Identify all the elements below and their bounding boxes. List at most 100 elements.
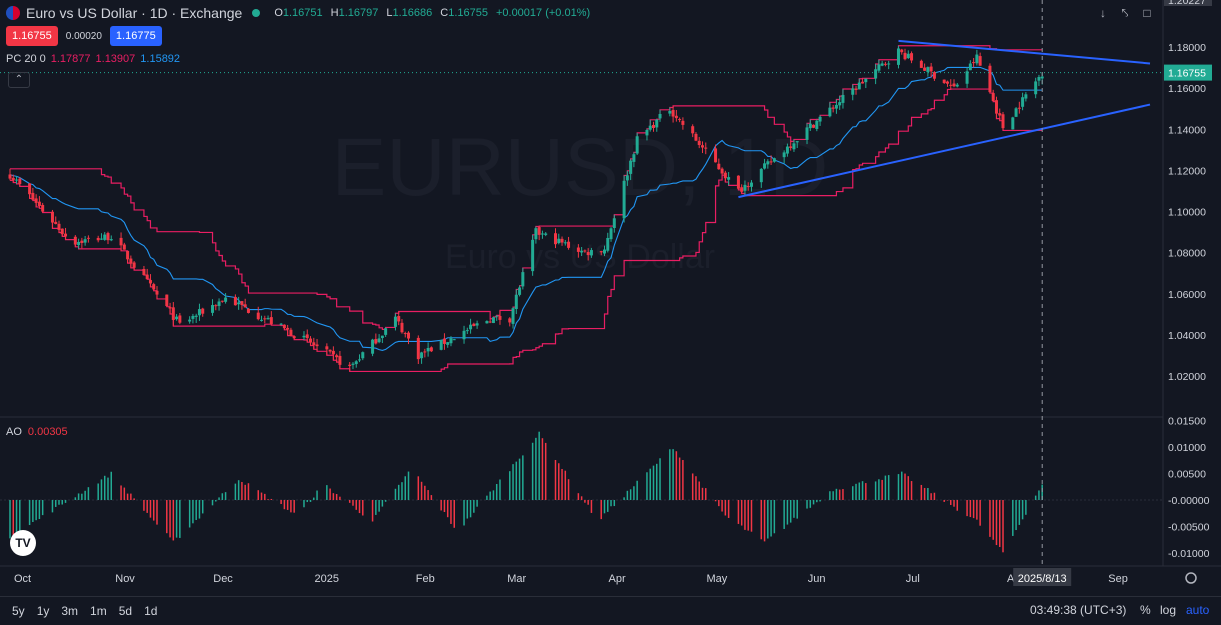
candle-body <box>462 330 466 340</box>
candle-body <box>15 179 19 181</box>
range-1m-button[interactable]: 1m <box>90 604 107 618</box>
ao-tick-label: -0.00500 <box>1168 522 1210 534</box>
range-1d-button[interactable]: 1d <box>144 604 158 618</box>
ohlc-readout: O1.16751 H1.16797 L1.16686 C1.16755 +0.00017… <box>274 7 590 19</box>
range-3m-button[interactable]: 3m <box>61 604 79 618</box>
candle-body <box>691 126 695 134</box>
range-1y-button[interactable]: 1y <box>36 604 50 618</box>
candle-body <box>678 119 682 121</box>
candle-body <box>325 346 329 350</box>
price-channel-basis: 1.15892 <box>140 53 181 65</box>
candle-body <box>152 284 156 290</box>
ohlc-value: +0.00017 (+0.01%) <box>495 7 591 19</box>
symbol-title[interactable]: Euro vs US Dollar · 1D · Exchange <box>26 5 243 21</box>
candle-body <box>126 250 130 260</box>
candle-body <box>469 324 473 330</box>
clock-timezone[interactable]: 03:49:38 (UTC+3) <box>1030 603 1127 617</box>
candle-body <box>602 249 606 254</box>
time-tick-label: Oct <box>14 573 31 585</box>
candle-body <box>632 154 636 162</box>
candle-body <box>423 351 427 353</box>
candle-body <box>896 48 900 65</box>
candle-body <box>919 60 923 68</box>
range-5d-button[interactable]: 5d <box>118 604 133 618</box>
candle-body <box>132 262 136 268</box>
trendline-resistance <box>898 39 1151 65</box>
range-5y-button[interactable]: 5y <box>12 604 25 618</box>
candle-body <box>972 62 976 64</box>
candle-body <box>446 342 450 345</box>
candle-body <box>540 233 544 235</box>
candle-body <box>789 146 793 148</box>
ohlc-item: O1.16751 <box>274 7 322 19</box>
candle-body <box>384 328 388 335</box>
chart-canvas[interactable]: EURUSD, 1D Euro vs US Dollar 1.18000 1.1600… <box>0 0 1221 596</box>
candle-body <box>168 307 172 309</box>
candle-body <box>220 300 224 302</box>
candle-body <box>625 175 629 181</box>
ohlc-value: 1.16755 <box>448 7 488 19</box>
time-tick-label: Nov <box>115 573 135 585</box>
time-tick-label: Dec <box>213 573 233 585</box>
candle-body <box>338 355 342 365</box>
candle-body <box>416 337 420 360</box>
candle-body <box>165 294 169 306</box>
tradingview-logo-icon[interactable]: TV <box>10 530 36 556</box>
candle-body <box>900 49 904 53</box>
candle-body <box>841 94 845 103</box>
candle-body <box>648 125 652 130</box>
ohlc-key: L <box>386 7 393 19</box>
gear-icon[interactable] <box>1185 572 1197 584</box>
buy-button[interactable]: 1.16775 <box>109 26 162 46</box>
price-channel-legend[interactable]: PC 20 0 1.17877 1.13907 1.15892 <box>6 53 180 65</box>
candle-body <box>34 198 38 203</box>
candle-body <box>838 102 842 106</box>
candle-body <box>495 315 499 317</box>
candle-body <box>77 241 81 246</box>
candle-body <box>188 319 192 322</box>
candle-body <box>442 338 446 344</box>
candle-body <box>64 233 68 237</box>
time-tick-label: Apr <box>608 573 625 585</box>
candle-body <box>975 54 979 64</box>
move-pane-down-icon[interactable]: ↓ <box>1100 6 1106 20</box>
candle-body <box>554 233 558 245</box>
percent-scale-toggle[interactable]: % <box>1140 603 1151 617</box>
price-tick-label: 1.16000 <box>1168 83 1206 95</box>
price-tick-label: 1.08000 <box>1168 248 1206 260</box>
ohlc-key: O <box>274 7 283 19</box>
candle-body <box>612 218 616 229</box>
collapse-legend-button[interactable]: ⌃ <box>8 72 30 88</box>
candle-body <box>763 163 767 169</box>
collapse-pane-icon[interactable]: ⤣ <box>1121 6 1129 20</box>
ohlc-key: C <box>440 7 449 19</box>
candle-body <box>782 152 786 158</box>
candle-body <box>371 339 375 354</box>
auto-scale-toggle[interactable]: auto <box>1186 603 1210 617</box>
candle-body <box>354 361 358 365</box>
log-scale-toggle[interactable]: log <box>1160 603 1177 617</box>
candle-body <box>851 88 855 95</box>
candle-body <box>335 355 339 358</box>
ohlc-value: 1.16751 <box>282 7 323 19</box>
candle-body <box>857 82 861 90</box>
candle-body <box>910 53 914 61</box>
candle-body <box>508 318 512 323</box>
candle-body <box>1034 81 1038 95</box>
candle-body <box>609 228 613 240</box>
price-tick-label: 1.06000 <box>1168 289 1206 301</box>
sell-button[interactable]: 1.16755 <box>6 26 58 46</box>
candle-body <box>315 344 319 347</box>
ao-legend[interactable]: AO 0.00305 <box>6 426 68 438</box>
candle-body <box>926 67 930 73</box>
candle-body <box>874 69 878 79</box>
candle-body <box>769 161 773 163</box>
candle-body <box>903 52 907 60</box>
candle-body <box>420 352 424 359</box>
price-channel-name: PC 20 0 <box>6 53 46 65</box>
candle-body <box>302 335 306 338</box>
candle-body <box>795 141 799 143</box>
maximize-pane-icon[interactable]: □ <box>1143 6 1151 20</box>
candle-body <box>57 223 61 230</box>
